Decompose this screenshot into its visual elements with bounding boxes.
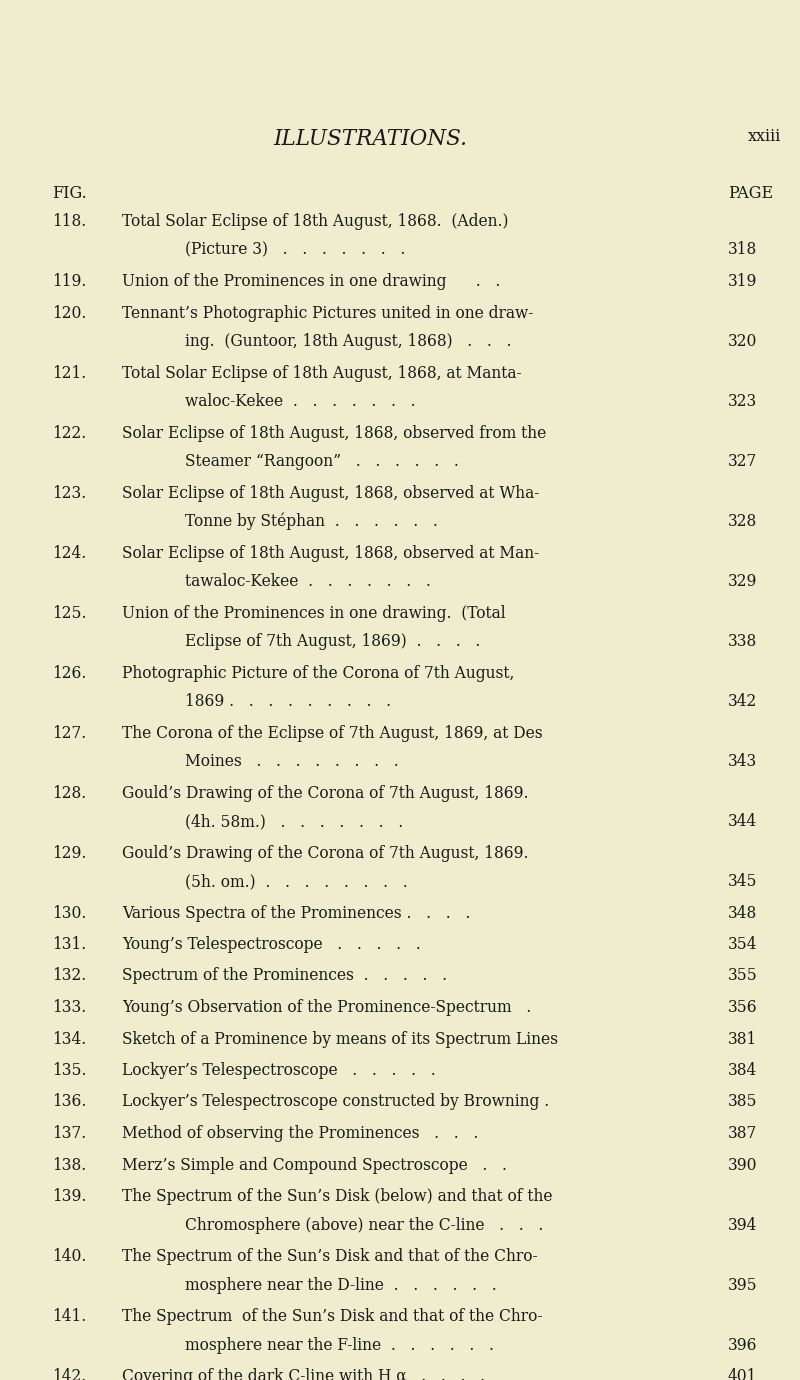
Text: Young’s Telespectroscope   .   .   .   .   .: Young’s Telespectroscope . . . . . — [122, 936, 421, 954]
Text: 133.: 133. — [52, 999, 86, 1016]
Text: Tennant’s Photographic Pictures united in one draw-: Tennant’s Photographic Pictures united i… — [122, 305, 534, 322]
Text: 319: 319 — [728, 273, 758, 290]
Text: 129.: 129. — [52, 845, 86, 861]
Text: xxiii: xxiii — [748, 128, 782, 145]
Text: 385: 385 — [728, 1093, 758, 1111]
Text: 328: 328 — [728, 513, 758, 530]
Text: Gould’s Drawing of the Corona of 7th August, 1869.: Gould’s Drawing of the Corona of 7th Aug… — [122, 784, 529, 802]
Text: 118.: 118. — [52, 213, 86, 230]
Text: 345: 345 — [728, 874, 758, 890]
Text: The Spectrum of the Sun’s Disk (below) and that of the: The Spectrum of the Sun’s Disk (below) a… — [122, 1188, 553, 1205]
Text: 125.: 125. — [52, 604, 86, 621]
Text: 395: 395 — [728, 1276, 758, 1293]
Text: 142.: 142. — [52, 1368, 86, 1380]
Text: Total Solar Eclipse of 18th August, 1868.  (Aden.): Total Solar Eclipse of 18th August, 1868… — [122, 213, 509, 230]
Text: 1869 .   .   .   .   .   .   .   .   .: 1869 . . . . . . . . . — [185, 693, 391, 709]
Text: 355: 355 — [728, 967, 758, 984]
Text: Steamer “Rangoon”   .   .   .   .   .   .: Steamer “Rangoon” . . . . . . — [185, 453, 459, 471]
Text: The Spectrum of the Sun’s Disk and that of the Chro-: The Spectrum of the Sun’s Disk and that … — [122, 1248, 538, 1265]
Text: tawaloc-Kekee  .   .   .   .   .   .   .: tawaloc-Kekee . . . . . . . — [185, 573, 431, 591]
Text: Moines   .   .   .   .   .   .   .   .: Moines . . . . . . . . — [185, 753, 398, 770]
Text: FIG.: FIG. — [52, 185, 86, 201]
Text: Union of the Prominences in one drawing.  (Total: Union of the Prominences in one drawing.… — [122, 604, 506, 621]
Text: Lockyer’s Telespectroscope constructed by Browning .: Lockyer’s Telespectroscope constructed b… — [122, 1093, 550, 1111]
Text: 123.: 123. — [52, 484, 86, 501]
Text: 134.: 134. — [52, 1031, 86, 1047]
Text: 136.: 136. — [52, 1093, 86, 1111]
Text: Young’s Observation of the Prominence-Spectrum   .: Young’s Observation of the Prominence-Sp… — [122, 999, 531, 1016]
Text: waloc-Kekee  .   .   .   .   .   .   .: waloc-Kekee . . . . . . . — [185, 393, 416, 410]
Text: 120.: 120. — [52, 305, 86, 322]
Text: Covering of the dark C-line with H α   .   .   .   .: Covering of the dark C-line with H α . .… — [122, 1368, 485, 1380]
Text: 323: 323 — [728, 393, 758, 410]
Text: (4h. 58m.)   .   .   .   .   .   .   .: (4h. 58m.) . . . . . . . — [185, 813, 403, 829]
Text: The Corona of the Eclipse of 7th August, 1869, at Des: The Corona of the Eclipse of 7th August,… — [122, 724, 542, 741]
Text: 140.: 140. — [52, 1248, 86, 1265]
Text: 381: 381 — [728, 1031, 758, 1047]
Text: Various Spectra of the Prominences .   .   .   .: Various Spectra of the Prominences . . .… — [122, 904, 470, 922]
Text: 384: 384 — [728, 1063, 758, 1079]
Text: 124.: 124. — [52, 545, 86, 562]
Text: 390: 390 — [728, 1156, 758, 1173]
Text: ing.  (Guntoor, 18th August, 1868)   .   .   .: ing. (Guntoor, 18th August, 1868) . . . — [185, 333, 511, 351]
Text: 327: 327 — [728, 453, 758, 471]
Text: 132.: 132. — [52, 967, 86, 984]
Text: 122.: 122. — [52, 425, 86, 442]
Text: 135.: 135. — [52, 1063, 86, 1079]
Text: 396: 396 — [728, 1336, 758, 1354]
Text: Union of the Prominences in one drawing      .   .: Union of the Prominences in one drawing … — [122, 273, 500, 290]
Text: 127.: 127. — [52, 724, 86, 741]
Text: 126.: 126. — [52, 665, 86, 682]
Text: 401: 401 — [728, 1368, 758, 1380]
Text: 356: 356 — [728, 999, 758, 1016]
Text: 138.: 138. — [52, 1156, 86, 1173]
Text: Merz’s Simple and Compound Spectroscope   .   .: Merz’s Simple and Compound Spectroscope … — [122, 1156, 507, 1173]
Text: Photographic Picture of the Corona of 7th August,: Photographic Picture of the Corona of 7t… — [122, 665, 514, 682]
Text: 387: 387 — [728, 1125, 758, 1143]
Text: 354: 354 — [728, 936, 758, 954]
Text: The Spectrum  of the Sun’s Disk and that of the Chro-: The Spectrum of the Sun’s Disk and that … — [122, 1308, 542, 1325]
Text: Eclipse of 7th August, 1869)  .   .   .   .: Eclipse of 7th August, 1869) . . . . — [185, 633, 480, 650]
Text: 119.: 119. — [52, 273, 86, 290]
Text: Solar Eclipse of 18th August, 1868, observed from the: Solar Eclipse of 18th August, 1868, obse… — [122, 425, 546, 442]
Text: 137.: 137. — [52, 1125, 86, 1143]
Text: 139.: 139. — [52, 1188, 86, 1205]
Text: 318: 318 — [728, 241, 758, 258]
Text: Spectrum of the Prominences  .   .   .   .   .: Spectrum of the Prominences . . . . . — [122, 967, 447, 984]
Text: Gould’s Drawing of the Corona of 7th August, 1869.: Gould’s Drawing of the Corona of 7th Aug… — [122, 845, 529, 861]
Text: 329: 329 — [728, 573, 758, 591]
Text: 131.: 131. — [52, 936, 86, 954]
Text: 141.: 141. — [52, 1308, 86, 1325]
Text: Method of observing the Prominences   .   .   .: Method of observing the Prominences . . … — [122, 1125, 478, 1143]
Text: mosphere near the F-line  .   .   .   .   .   .: mosphere near the F-line . . . . . . — [185, 1336, 494, 1354]
Text: ILLUSTRATIONS.: ILLUSTRATIONS. — [273, 128, 467, 150]
Text: 344: 344 — [728, 813, 758, 829]
Text: (5h. om.)  .   .   .   .   .   .   .   .: (5h. om.) . . . . . . . . — [185, 874, 408, 890]
Text: Sketch of a Prominence by means of its Spectrum Lines: Sketch of a Prominence by means of its S… — [122, 1031, 558, 1047]
Text: 348: 348 — [728, 904, 758, 922]
Text: 130.: 130. — [52, 904, 86, 922]
Text: 338: 338 — [728, 633, 758, 650]
Text: Solar Eclipse of 18th August, 1868, observed at Man-: Solar Eclipse of 18th August, 1868, obse… — [122, 545, 539, 562]
Text: 394: 394 — [728, 1217, 758, 1234]
Text: 343: 343 — [728, 753, 758, 770]
Text: Tonne by Stéphan  .   .   .   .   .   .: Tonne by Stéphan . . . . . . — [185, 513, 438, 530]
Text: Total Solar Eclipse of 18th August, 1868, at Manta-: Total Solar Eclipse of 18th August, 1868… — [122, 364, 522, 381]
Text: Lockyer’s Telespectroscope   .   .   .   .   .: Lockyer’s Telespectroscope . . . . . — [122, 1063, 436, 1079]
Text: 128.: 128. — [52, 784, 86, 802]
Text: mosphere near the D-line  .   .   .   .   .   .: mosphere near the D-line . . . . . . — [185, 1276, 497, 1293]
Text: (Picture 3)   .   .   .   .   .   .   .: (Picture 3) . . . . . . . — [185, 241, 406, 258]
Text: PAGE: PAGE — [728, 185, 773, 201]
Text: 342: 342 — [728, 693, 758, 709]
Text: Solar Eclipse of 18th August, 1868, observed at Wha-: Solar Eclipse of 18th August, 1868, obse… — [122, 484, 539, 501]
Text: 320: 320 — [728, 333, 758, 351]
Text: Chromosphere (above) near the C-line   .   .   .: Chromosphere (above) near the C-line . .… — [185, 1217, 543, 1234]
Text: 121.: 121. — [52, 364, 86, 381]
